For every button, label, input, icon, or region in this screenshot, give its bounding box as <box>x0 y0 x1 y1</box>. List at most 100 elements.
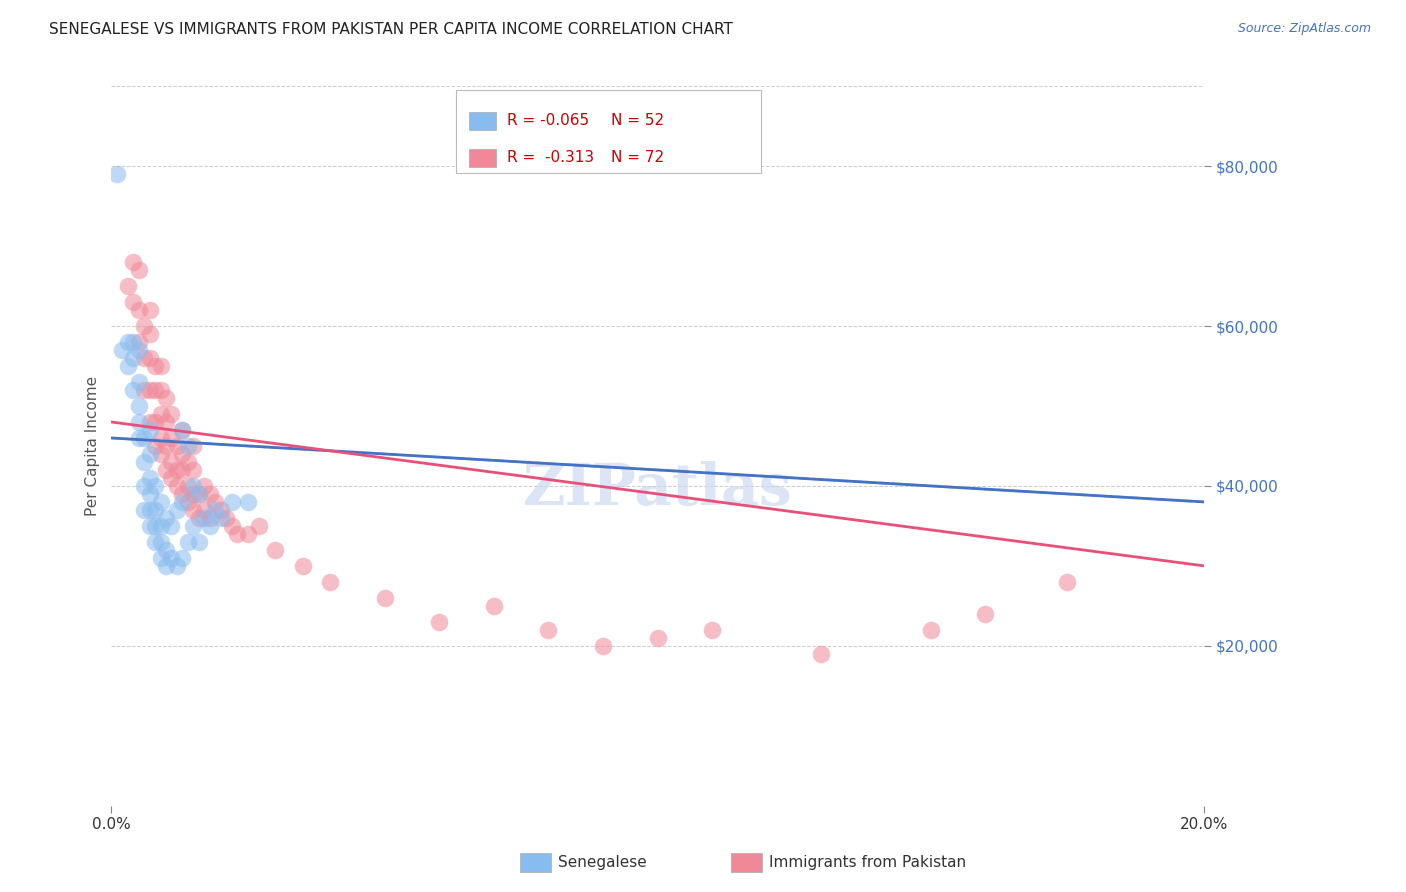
Point <box>134 383 156 397</box>
Point <box>177 455 200 469</box>
Text: ZIPatlas: ZIPatlas <box>523 461 793 517</box>
Point <box>291 558 314 573</box>
Point <box>177 534 200 549</box>
Point <box>427 615 450 629</box>
Y-axis label: Per Capita Income: Per Capita Income <box>86 376 100 516</box>
Point <box>149 519 172 533</box>
Point <box>172 447 194 461</box>
Point <box>105 167 128 181</box>
Point <box>177 479 200 493</box>
Point <box>810 647 832 661</box>
Bar <box>468 112 496 129</box>
Point <box>166 463 188 477</box>
Text: Source: ZipAtlas.com: Source: ZipAtlas.com <box>1237 22 1371 36</box>
Point <box>187 511 209 525</box>
Point <box>198 487 221 501</box>
Point <box>193 503 215 517</box>
Point <box>134 479 156 493</box>
Point <box>143 415 166 429</box>
Point <box>166 439 188 453</box>
Point <box>160 550 183 565</box>
Point <box>143 359 166 373</box>
Point <box>160 455 183 469</box>
Point <box>198 511 221 525</box>
Point <box>215 511 238 525</box>
Point <box>482 599 505 613</box>
Point <box>134 455 156 469</box>
Point <box>160 407 183 421</box>
Text: Senegalese: Senegalese <box>558 855 647 870</box>
Text: Immigrants from Pakistan: Immigrants from Pakistan <box>769 855 966 870</box>
Point <box>183 463 205 477</box>
Point <box>117 359 139 373</box>
Point <box>1056 574 1078 589</box>
Point <box>209 511 232 525</box>
Point <box>166 503 188 517</box>
Point <box>117 335 139 350</box>
Text: SENEGALESE VS IMMIGRANTS FROM PAKISTAN PER CAPITA INCOME CORRELATION CHART: SENEGALESE VS IMMIGRANTS FROM PAKISTAN P… <box>49 22 733 37</box>
Point <box>183 439 205 453</box>
Point <box>138 519 160 533</box>
Point <box>155 439 177 453</box>
Point <box>221 519 243 533</box>
Point <box>128 399 150 413</box>
FancyBboxPatch shape <box>456 90 762 173</box>
Point <box>226 527 249 541</box>
Point <box>160 471 183 485</box>
Point <box>264 542 287 557</box>
Point <box>128 303 150 318</box>
Point <box>134 319 156 334</box>
Text: N = 52: N = 52 <box>610 113 664 128</box>
Point <box>172 463 194 477</box>
Point <box>128 263 150 277</box>
Point <box>134 351 156 365</box>
Point <box>209 503 232 517</box>
Point <box>128 431 150 445</box>
Point <box>172 550 194 565</box>
Point <box>236 527 259 541</box>
Point <box>172 495 194 509</box>
Point <box>187 534 209 549</box>
Point <box>143 534 166 549</box>
Point <box>122 335 145 350</box>
Point <box>177 439 200 453</box>
Point <box>155 463 177 477</box>
Point <box>138 303 160 318</box>
Point <box>128 335 150 350</box>
Point <box>134 431 156 445</box>
Point <box>138 471 160 485</box>
Point <box>149 383 172 397</box>
Point <box>122 351 145 365</box>
Point <box>149 407 172 421</box>
Point <box>143 383 166 397</box>
Point <box>204 503 226 517</box>
Point <box>160 431 183 445</box>
Text: N = 72: N = 72 <box>610 150 664 165</box>
Point <box>160 519 183 533</box>
Point <box>183 487 205 501</box>
Point <box>149 550 172 565</box>
Point <box>138 503 160 517</box>
Text: R = -0.065: R = -0.065 <box>508 113 589 128</box>
Point <box>117 279 139 293</box>
Point <box>149 495 172 509</box>
Point <box>138 383 160 397</box>
Point <box>166 479 188 493</box>
Point <box>319 574 342 589</box>
Text: R =  -0.313: R = -0.313 <box>508 150 593 165</box>
Point <box>920 623 942 637</box>
Point <box>166 558 188 573</box>
Point <box>138 423 160 437</box>
Point <box>193 511 215 525</box>
Point <box>149 359 172 373</box>
Point <box>172 423 194 437</box>
Point <box>143 503 166 517</box>
Point <box>247 519 270 533</box>
Point <box>172 487 194 501</box>
Point <box>138 447 160 461</box>
Point <box>187 487 209 501</box>
Point <box>122 295 145 310</box>
Point <box>172 423 194 437</box>
Point <box>138 351 160 365</box>
Point <box>149 534 172 549</box>
